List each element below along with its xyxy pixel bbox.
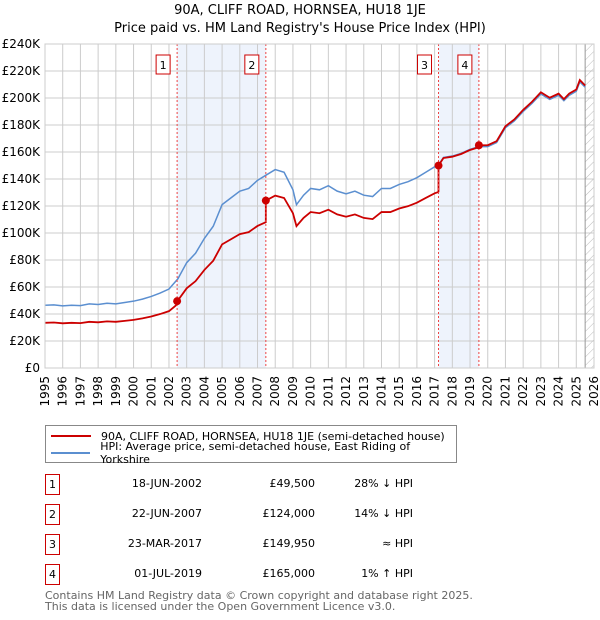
y-tick-label: £60K xyxy=(9,280,41,294)
legend-item-property: 90A, CLIFF ROAD, HORNSEA, HU18 1JE (semi… xyxy=(46,428,445,444)
x-tick-label: 2024 xyxy=(552,376,566,407)
x-tick-label: 2019 xyxy=(463,376,477,407)
y-tick-label: £140K xyxy=(2,172,42,186)
y-tick-label: £20K xyxy=(9,334,41,348)
footer-line-2: This data is licensed under the Open Gov… xyxy=(45,600,396,613)
x-tick-label: 2012 xyxy=(339,376,353,407)
sale-date: 01-JUL-2019 xyxy=(134,567,202,580)
x-tick-label: 2023 xyxy=(534,376,548,407)
sale-number-badge: 1 xyxy=(45,474,60,495)
footer-line-1: Contains HM Land Registry data © Crown c… xyxy=(45,589,473,602)
y-tick-label: £100K xyxy=(2,226,42,240)
y-tick-label: £0 xyxy=(25,361,40,375)
sale-label-box xyxy=(457,54,473,75)
x-tick-label: 2001 xyxy=(144,376,158,407)
plot-border xyxy=(44,43,595,369)
sale-hpi-comparison: ≈ HPI xyxy=(382,537,413,550)
x-tick-label: 2010 xyxy=(304,376,318,407)
x-tick-label: 2018 xyxy=(445,376,459,407)
x-tick-label: 2000 xyxy=(127,376,141,407)
legend-label: HPI: Average price, semi-detached house,… xyxy=(100,440,411,466)
x-tick-label: 2008 xyxy=(268,376,282,407)
y-tick-label: £200K xyxy=(2,91,42,105)
sale-label: 2 xyxy=(248,59,255,72)
x-tick-label: 2013 xyxy=(357,376,371,407)
sale-date: 18-JUN-2002 xyxy=(131,477,202,490)
x-tick-label: 1999 xyxy=(109,376,123,407)
sale-price: £149,950 xyxy=(262,537,316,550)
sale-label-box xyxy=(417,54,433,75)
y-tick-label: £240K xyxy=(2,37,42,51)
sale-hpi-comparison: 1% ↑ HPI xyxy=(361,567,413,580)
legend-item-hpi: HPI: Average price, semi-detached house,… xyxy=(46,440,456,466)
hpi-line xyxy=(44,80,586,307)
x-tick-label: 2005 xyxy=(215,376,229,407)
x-tick-label: 2014 xyxy=(374,376,388,407)
y-tick-label: £40K xyxy=(9,307,41,321)
legend-label: 90A, CLIFF ROAD, HORNSEA, HU18 1JE (semi… xyxy=(101,429,445,443)
sale-price: £124,000 xyxy=(262,507,316,520)
sale-point xyxy=(261,196,270,205)
sale-hpi-comparison: 14% ↓ HPI xyxy=(354,507,413,520)
forecast-hatch xyxy=(585,44,594,368)
x-tick-label: 2017 xyxy=(428,376,442,407)
x-tick-label: 2021 xyxy=(498,376,512,407)
x-tick-label: 2026 xyxy=(587,376,600,407)
x-tick-label: 2022 xyxy=(516,376,530,407)
y-tick-label: £180K xyxy=(2,118,42,132)
sale-number-badge: 3 xyxy=(45,534,60,555)
sale-number-badge: 4 xyxy=(45,564,60,585)
legend: 90A, CLIFF ROAD, HORNSEA, HU18 1JE (semi… xyxy=(45,425,457,466)
sale-price: £49,500 xyxy=(269,477,316,490)
x-tick-label: 2011 xyxy=(321,376,335,407)
sale-date: 22-JUN-2007 xyxy=(131,507,202,520)
y-tick-label: £80K xyxy=(9,253,41,267)
sale-price: £165,000 xyxy=(262,567,316,580)
x-tick-label: 2016 xyxy=(410,376,424,407)
x-tick-label: 2009 xyxy=(286,376,300,407)
x-tick-label: 2002 xyxy=(162,376,176,407)
sale-label: 3 xyxy=(421,59,428,72)
chart-title: 90A, CLIFF ROAD, HORNSEA, HU18 1JE xyxy=(174,3,426,18)
sale-point xyxy=(173,297,182,306)
legend-swatch-blue xyxy=(51,452,91,454)
sale-label: 4 xyxy=(461,59,468,72)
sale-point xyxy=(474,141,483,150)
sale-date: 23-MAR-2017 xyxy=(127,537,202,550)
sale-label: 1 xyxy=(160,59,167,72)
chart-subtitle: Price paid vs. HM Land Registry's House … xyxy=(114,21,486,36)
x-tick-label: 2003 xyxy=(180,376,194,407)
sale-point xyxy=(434,161,443,170)
y-tick-label: £220K xyxy=(2,64,42,78)
price-paid-line xyxy=(44,78,586,325)
x-tick-label: 2015 xyxy=(392,376,406,407)
sale-label-box xyxy=(244,54,260,75)
sale-number-badge: 2 xyxy=(45,504,60,525)
price-chart: 1995 1996 1997 1998 1999 2000 2001 2002 2003 2004… xyxy=(2,37,600,407)
legend-swatch-red xyxy=(51,435,91,437)
x-tick-label: 2006 xyxy=(233,376,247,407)
y-tick-label: £120K xyxy=(2,199,42,213)
x-tick-label: 2007 xyxy=(251,376,265,407)
x-tick-label: 1995 xyxy=(38,376,52,407)
x-tick-label: 2025 xyxy=(569,376,583,407)
x-tick-label: 2004 xyxy=(197,376,211,407)
sale-label-box xyxy=(155,54,171,75)
x-tick-label: 1996 xyxy=(56,376,70,407)
x-tick-label: 1997 xyxy=(73,376,87,407)
sale-hpi-comparison: 28% ↓ HPI xyxy=(354,477,413,490)
y-tick-label: £160K xyxy=(2,145,42,159)
x-tick-label: 1998 xyxy=(91,376,105,407)
x-tick-label: 2020 xyxy=(481,376,495,407)
